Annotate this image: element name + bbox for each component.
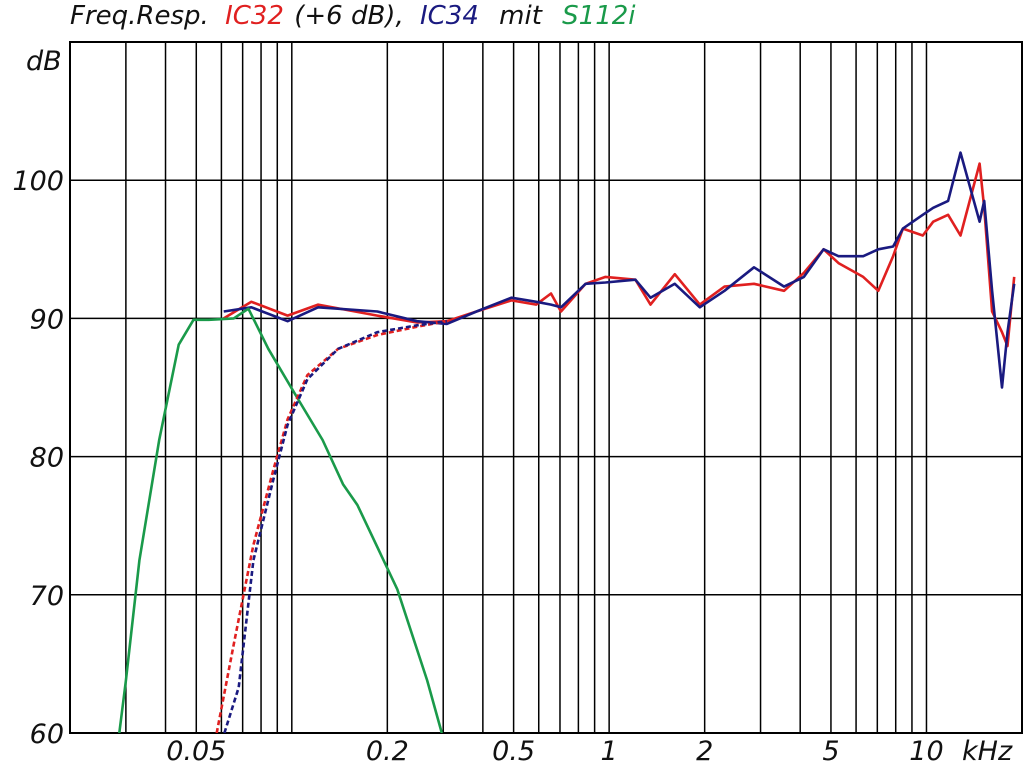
plot-area <box>118 151 1016 733</box>
series-line <box>118 307 444 733</box>
x-tick-label: 10 <box>909 736 943 767</box>
legend-entry: IC32 <box>225 1 284 31</box>
x-tick-label: 0.2 <box>366 736 409 767</box>
series-line <box>215 319 448 733</box>
title-part: (+6 dB), <box>294 1 403 31</box>
y-tick-label: 100 <box>12 166 64 197</box>
series-line <box>223 319 447 733</box>
y-axis-label: dB <box>26 46 62 77</box>
y-tick-label: 90 <box>30 304 64 335</box>
legend-entry: S112i <box>562 1 636 31</box>
title-part: Freq.Resp. <box>70 1 209 31</box>
x-tick-label: 1 <box>601 736 618 767</box>
x-tick-label: 5 <box>822 736 839 767</box>
plot-frame <box>69 41 1023 734</box>
y-tick-label: 70 <box>30 581 64 612</box>
chart-title: Freq.Resp. IC32 (+6 dB), IC34 mit S112i <box>70 1 636 31</box>
x-tick-label: 0.5 <box>492 736 535 767</box>
x-tick-label: 0.05 <box>166 736 226 767</box>
x-tick-label: 2 <box>696 736 713 767</box>
x-axis-label: kHz <box>962 736 1013 767</box>
y-tick-label: 60 <box>30 719 64 750</box>
series-line <box>223 151 1016 389</box>
y-tick-label: 80 <box>30 443 64 474</box>
title-part: mit <box>499 1 543 31</box>
series-line <box>223 162 1016 348</box>
legend-entry: IC34 <box>420 1 479 31</box>
